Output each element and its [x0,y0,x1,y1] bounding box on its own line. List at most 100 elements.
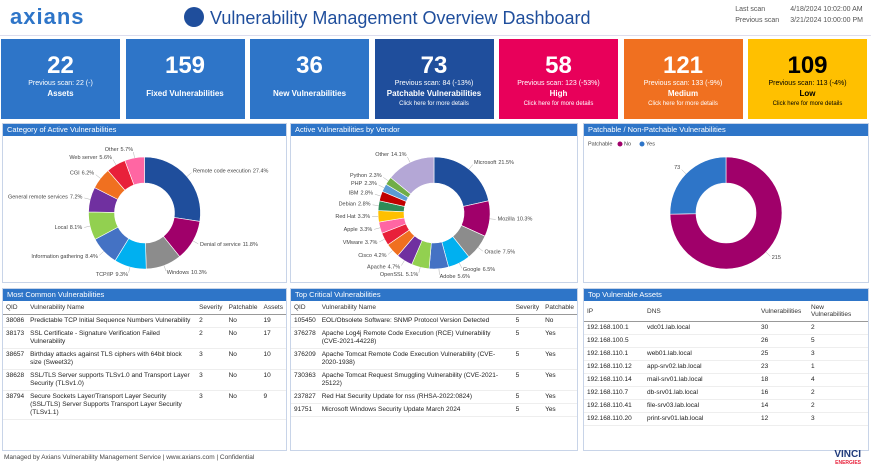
leader-line [133,151,135,158]
kpi-card: 159 Fixed Vulnerabilities [125,39,245,119]
table-cell: 2 [196,314,226,328]
pie-slice [144,156,201,222]
column-header: DNS [644,301,758,322]
kpi-link[interactable]: Click here for more details [648,101,718,107]
table-cell: 38794 [3,390,28,420]
table-row: 38086 Predictable TCP Initial Sequence Nu… [3,314,286,328]
table-cell: 5 [512,314,543,328]
table-cell: 192.168.110.1 [584,347,644,361]
slice-value: 3.3% [360,227,373,233]
table-cell: 2 [808,386,868,400]
table-cell: 192.168.100.5 [584,334,644,348]
slice-value: 14.1% [391,153,407,159]
table-cell: 192.168.110.20 [584,412,644,426]
leader-line [374,227,381,230]
kpi-card: 36 New Vulnerabilities [250,39,369,119]
slice-value: 4.7% [388,265,401,271]
panel-title: Top Vulnerable Assets [584,289,868,301]
leader-line [84,225,91,228]
table-cell: SSL/TLS Server supports TLSv1.0 and Tran… [27,369,197,391]
table-row: 376278 Apache Log4j Remote Code Execution… [291,327,577,349]
table-cell: 5 [512,390,543,404]
kpi-card: 58 Previous scan: 123 (-53%) High Click her… [499,39,618,119]
kpi-card: 109 Previous scan: 113 (-4%) Low Click here… [748,39,867,119]
kpi-value: 159 [164,52,206,79]
table-row: 38657 Birthday attacks against TLS cipher… [3,348,286,370]
panel-title: Category of Active Vulnerabilities [3,124,286,136]
legend-label: No [624,141,631,147]
leader-line [163,265,167,272]
slice-label: 215 [772,255,781,261]
table-cell: 5 [512,369,543,391]
slice-label: PHP 2.3% [351,182,377,188]
column-header: Patchable [225,301,261,315]
header-row: IP DNS Vulnerabilities New Vulnerabilities [584,301,868,322]
leader-line [112,159,117,165]
table-cell: 192.168.100.1 [584,321,644,335]
slice-value: 73 [674,166,680,172]
slice-label: VMware 3.7% [343,240,378,246]
logo-text: VINCI [834,449,861,460]
table-row: 192.168.110.7 db-srv01.lab.local 16 2 [584,386,868,400]
table-cell: 23 [758,360,808,374]
kpi-label: Fixed Vulnerabilities [146,89,224,98]
leader-line [383,177,389,181]
table-cell: 2 [808,399,868,413]
kpi-link[interactable]: Click here for more details [772,101,843,107]
table-cell: No [225,327,261,349]
slice-category: CGI [70,171,80,177]
slice-category: Web server [69,155,97,161]
column-header: IP [584,301,644,322]
table-cell: Yes [542,327,577,349]
slice-label: Remote code execution 27.4% [193,169,269,175]
table-cell: app-srv02.lab.local [644,360,758,374]
slice-label: Cisco 4.2% [358,253,386,259]
slice-category: Windows [167,270,190,276]
slice-category: Microsoft [474,161,497,167]
table-row: 38794 Secure Sockets Layer/Transport Laye… [3,390,286,420]
slice-label: IBM 2.8% [349,191,373,197]
pie-slice [124,156,145,186]
table-cell: No [225,314,261,328]
slice-category: Other [105,147,119,153]
pie-slice [390,156,435,195]
panel-title: Top Critical Vulnerabilities [291,289,577,301]
logo-sub: ENERGIES [835,460,861,466]
slice-label: Microsoft 21.5% [474,161,514,167]
kpi-link[interactable]: Click here for more details [399,101,469,107]
slice-label: Oracle 7.5% [484,250,515,256]
slice-label: Google 6.5% [463,268,495,274]
table-row: 192.168.110.1 web01.lab.local 25 3 [584,347,868,361]
slice-value: 27.4% [253,169,269,175]
panel-title: Most Common Vulnerabilities [3,289,286,301]
column-header: Vulnerabilities [758,301,808,322]
table-cell: 38086 [3,314,28,328]
table-cell: 26 [758,334,808,348]
scan-value: 4/18/2024 10:02:00 AM [790,6,863,13]
table-cell: 2 [808,321,868,335]
leader-line [489,218,496,220]
kpi-link[interactable]: Click here for more details [523,101,594,107]
slice-label: Denial of service 11.8% [200,242,258,248]
column-header: QID [291,301,319,315]
leader-line [374,194,381,197]
table-row: 91751 Microsoft Windows Security Update M… [291,403,577,417]
slice-category: OpenSSL [380,272,404,278]
slice-value: 5.6% [99,155,112,161]
slice-value: 3.7% [365,240,378,246]
kpi-previous: Previous scan: 84 (-13%) [394,80,474,87]
slice-category: Red Hat [335,214,356,220]
leader-line [681,169,687,174]
table-cell: No [225,348,261,370]
table-cell: 12 [758,412,808,426]
table-row: 192.168.110.20 print-srv01.lab.local 12 3 [584,412,868,426]
logo: axians [10,4,85,29]
slice-label: Web server 5.6% [69,155,112,161]
slice-category: Cisco [358,253,372,259]
slice-category: Apple [344,227,358,233]
slice-value: 3.3% [358,214,371,220]
table-cell: Red Hat Security Update for nss (RHSA-20… [318,390,513,404]
slice-value: 7.5% [503,250,516,256]
slice-category: Information gathering [31,254,83,260]
table-cell: 3 [808,347,868,361]
